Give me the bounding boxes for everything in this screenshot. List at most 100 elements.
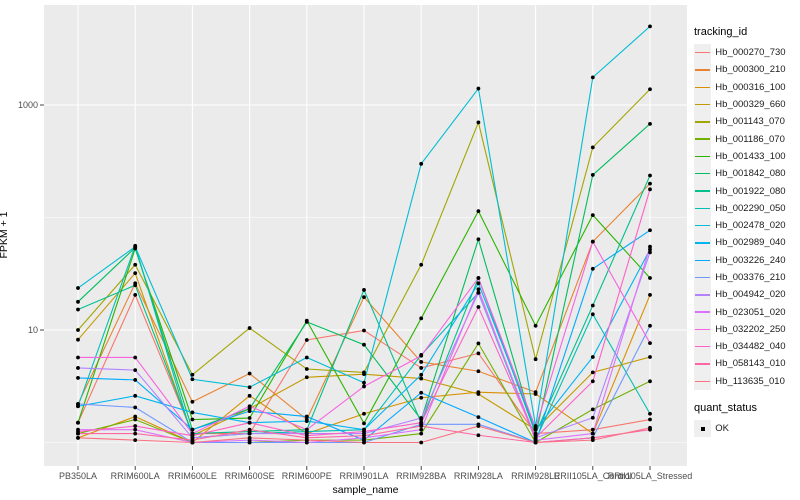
legend-entry: Hb_002478_020 — [694, 216, 798, 235]
data-point — [590, 379, 595, 384]
data-point — [419, 420, 424, 425]
data-point — [590, 145, 595, 150]
data-point — [190, 440, 195, 445]
data-point — [133, 293, 138, 297]
legend-label: Hb_001186_070 — [715, 133, 785, 145]
legend-label: Hb_002478_020 — [715, 220, 786, 232]
legend-label: Hb_058143_010 — [715, 358, 786, 370]
data-point — [76, 286, 80, 290]
legend-key-line-icon — [695, 311, 711, 313]
legend-tracking-title: tracking_id — [694, 26, 748, 38]
data-point — [648, 121, 652, 126]
data-point — [590, 431, 595, 436]
legend-label: Hb_032202_250 — [715, 323, 786, 335]
data-point — [648, 228, 652, 233]
data-point — [76, 366, 80, 370]
data-point — [476, 120, 481, 125]
data-point — [247, 371, 252, 376]
data-point — [419, 376, 424, 381]
data-point — [304, 375, 309, 380]
legend-label: Hb_001842_080 — [715, 168, 786, 180]
data-point — [76, 328, 80, 332]
data-point — [133, 414, 138, 419]
data-point — [590, 415, 595, 420]
x-tick-label: RRII105LA_Control — [554, 471, 632, 481]
legend-key-swatch — [694, 268, 712, 287]
data-point — [476, 392, 481, 396]
data-point — [590, 75, 595, 80]
legend-key-swatch — [694, 338, 712, 356]
data-point — [247, 427, 252, 432]
data-point — [247, 416, 252, 420]
legend-key-line-icon — [695, 173, 711, 175]
legend-key-swatch — [694, 61, 712, 79]
data-point — [247, 420, 252, 425]
legend-entry: Hb_032202_250 — [694, 320, 798, 339]
data-point — [76, 402, 80, 406]
data-point — [476, 351, 481, 356]
x-tick-label: RRIM600SE — [225, 471, 275, 481]
data-point — [133, 427, 138, 432]
legend-quant-title: quant_status — [694, 401, 757, 414]
legend-key-line-icon — [695, 328, 711, 331]
data-point — [476, 209, 481, 213]
y-axis-title: FPKM + 1 — [0, 212, 10, 259]
legend-entry: Hb_000300_210 — [694, 61, 798, 79]
data-point — [648, 323, 652, 328]
x-tick-label: RRIM928LE — [511, 471, 560, 481]
legend-entry: Hb_003226_240 — [694, 251, 798, 269]
data-point — [76, 307, 80, 312]
legend-label: Hb_000329_660 — [715, 99, 786, 111]
data-point — [133, 393, 138, 398]
data-point — [648, 341, 652, 345]
data-point — [76, 435, 80, 440]
data-point — [419, 424, 424, 428]
data-point — [590, 239, 595, 244]
legend-label: Hb_113635_010 — [715, 375, 785, 387]
legend-key-line-icon — [695, 259, 711, 261]
legend-quant-status: quant_status OK — [694, 401, 798, 438]
data-point — [533, 435, 538, 440]
legend-label: Hb_023051_020 — [715, 306, 786, 318]
legend-key-line-icon — [695, 207, 711, 210]
data-point — [304, 338, 309, 342]
legend-entry-ok: OK — [694, 419, 798, 438]
data-point — [533, 425, 538, 430]
legend-key-swatch — [694, 303, 712, 321]
data-point — [476, 276, 481, 280]
x-tick-label: RRIM600LE — [168, 471, 217, 481]
legend-label: Hb_001433_100 — [715, 150, 786, 162]
data-point — [648, 250, 652, 255]
data-point — [476, 341, 481, 346]
data-point — [533, 431, 538, 436]
legend-key-swatch — [694, 182, 712, 200]
legend-label: Hb_003376_210 — [715, 272, 786, 283]
x-tick-label: RRII105LA_Stressed — [608, 471, 693, 481]
data-point — [247, 409, 252, 414]
data-point — [533, 440, 538, 445]
data-point — [76, 420, 80, 425]
data-point — [648, 247, 652, 252]
data-point — [419, 395, 424, 400]
data-point — [476, 305, 481, 309]
data-point — [590, 355, 595, 359]
data-point — [476, 424, 481, 428]
data-point — [76, 431, 80, 436]
legend-entry: Hb_000270_730 — [694, 44, 798, 62]
legend-label-ok: OK — [715, 423, 730, 435]
data-point — [476, 290, 481, 295]
legend-entry: Hb_002989_040 — [694, 234, 798, 252]
data-point — [247, 431, 252, 436]
data-point — [590, 266, 595, 271]
legend-key-line-icon — [695, 190, 711, 192]
legend-key-swatch — [694, 130, 712, 148]
data-point — [190, 417, 195, 422]
legend-key-swatch — [694, 216, 712, 235]
data-point — [362, 288, 366, 292]
data-point — [304, 419, 309, 423]
legend-key-swatch — [694, 234, 712, 252]
x-tick-label: PB350LA — [59, 471, 97, 481]
data-point — [304, 367, 309, 371]
